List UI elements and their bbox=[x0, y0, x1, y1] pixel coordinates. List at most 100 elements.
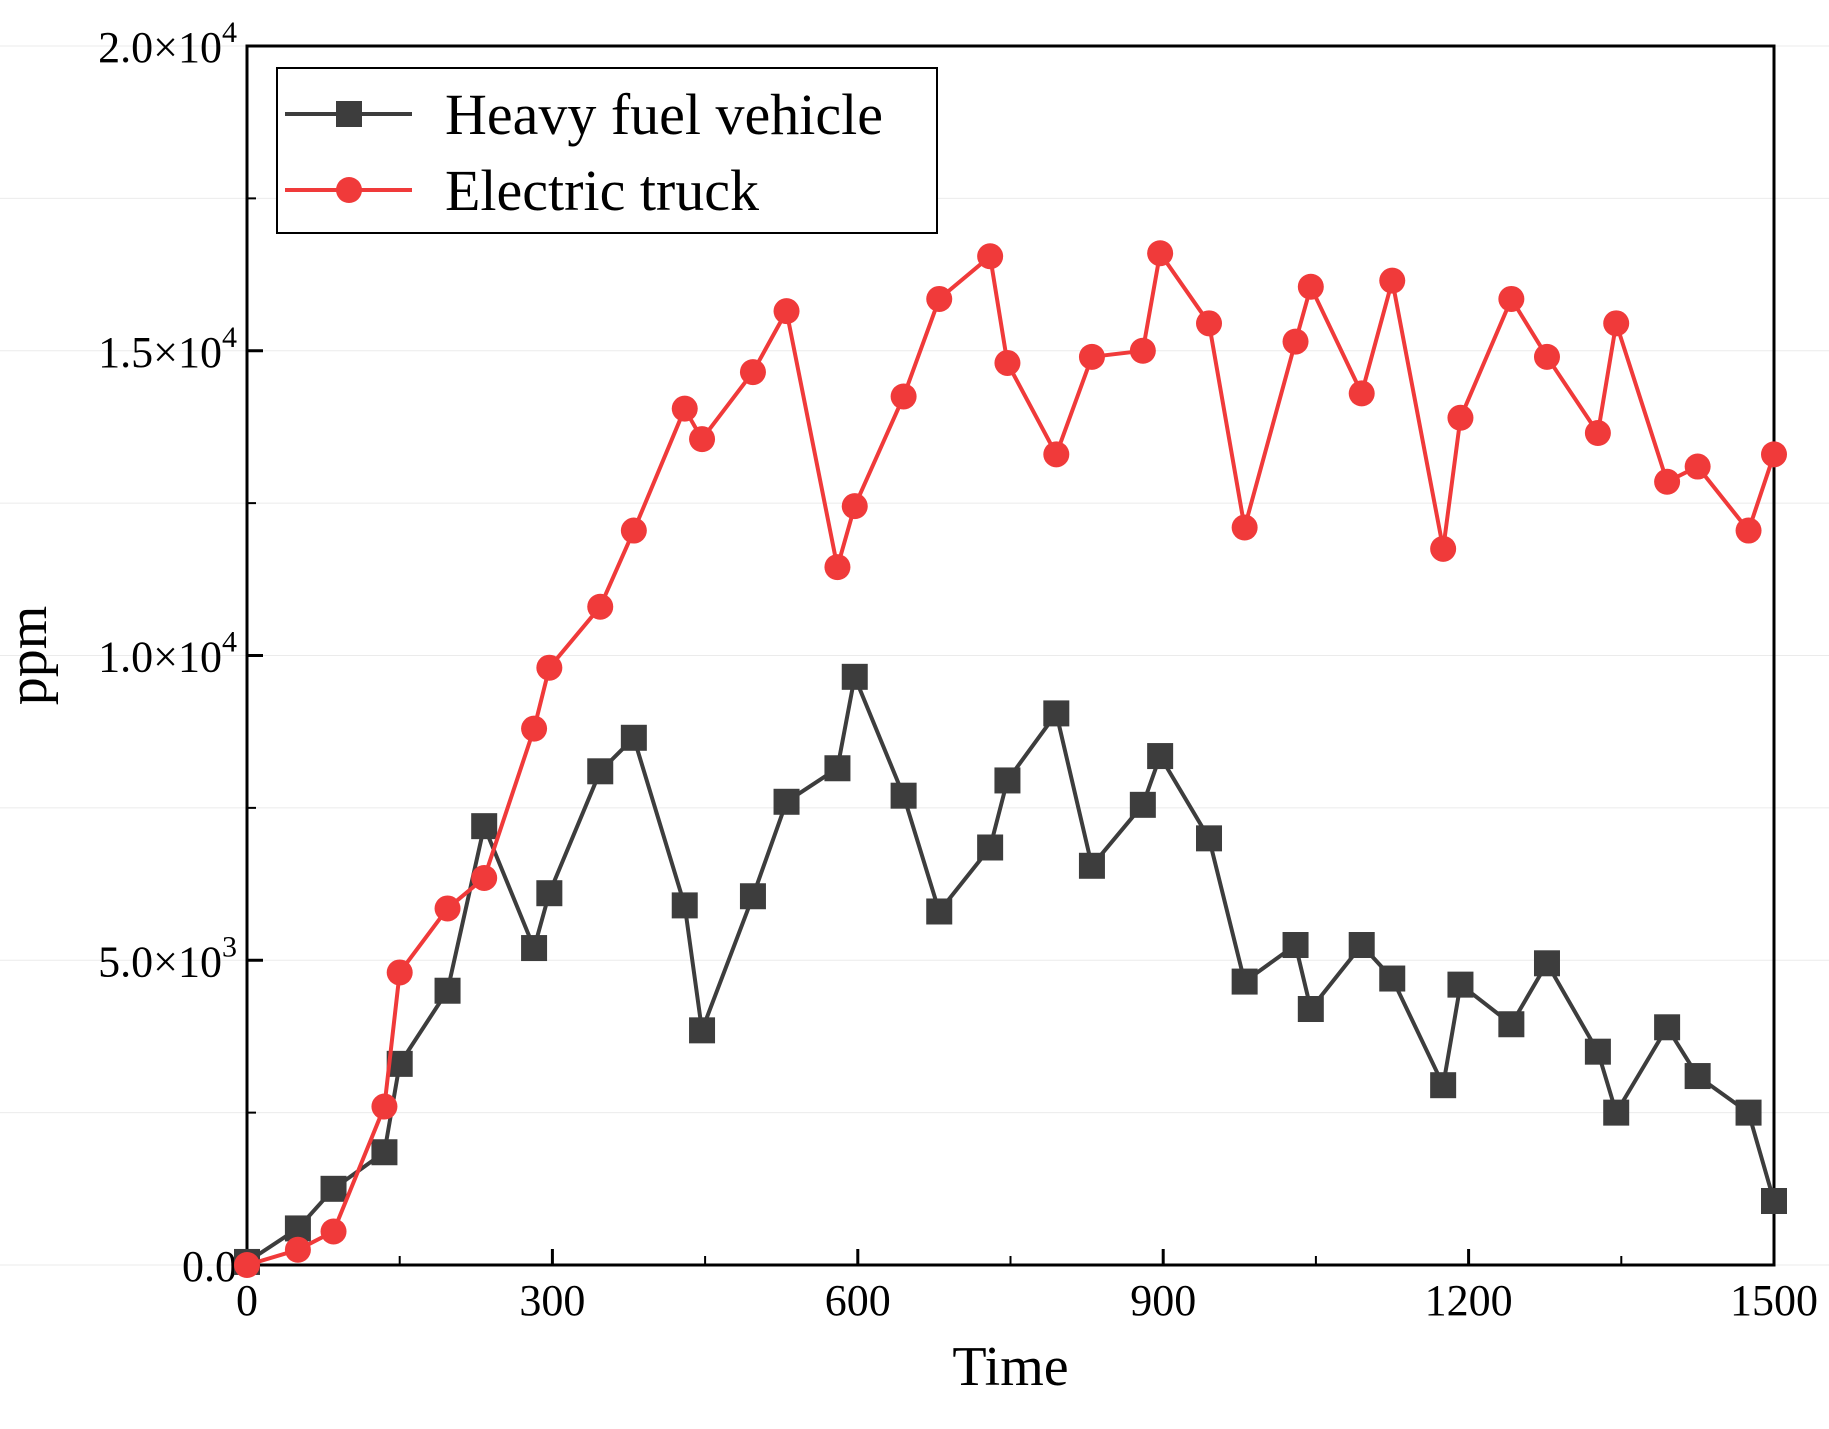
data-point bbox=[841, 493, 868, 520]
data-point bbox=[1231, 514, 1258, 541]
data-point bbox=[824, 755, 851, 782]
data-point bbox=[1282, 328, 1309, 355]
data-point bbox=[434, 895, 461, 922]
data-point bbox=[371, 1139, 398, 1166]
data-point bbox=[1043, 441, 1070, 468]
y-tick-exponent: 4 bbox=[222, 626, 237, 659]
data-point bbox=[977, 243, 1004, 270]
legend-box bbox=[276, 67, 938, 234]
data-point bbox=[1297, 273, 1324, 300]
y-tick-label: 1.0×104 bbox=[98, 626, 237, 682]
y-axis-title: ppm bbox=[0, 606, 59, 706]
y-tick-mantissa: 1.5×10 bbox=[98, 328, 222, 377]
data-point bbox=[1498, 1011, 1525, 1038]
data-point bbox=[739, 883, 766, 910]
data-point bbox=[1584, 1038, 1611, 1065]
data-point bbox=[1348, 932, 1375, 959]
data-point bbox=[1348, 380, 1375, 407]
data-point bbox=[620, 517, 647, 544]
data-point bbox=[977, 834, 1004, 861]
data-point bbox=[1447, 971, 1474, 998]
data-point bbox=[434, 977, 461, 1004]
data-point bbox=[320, 1218, 347, 1245]
data-point bbox=[386, 959, 413, 986]
y-tick-label: 0.0 bbox=[182, 1242, 237, 1291]
data-point bbox=[1684, 1063, 1711, 1090]
y-tick-label: 2.0×104 bbox=[98, 16, 237, 72]
data-point bbox=[1761, 441, 1787, 468]
y-tick-exponent: 4 bbox=[222, 321, 237, 354]
x-tick-label: 600 bbox=[825, 1276, 891, 1325]
series-layer bbox=[234, 240, 1787, 1278]
data-point bbox=[320, 1175, 347, 1202]
data-point bbox=[1297, 996, 1324, 1023]
data-point bbox=[1379, 965, 1406, 992]
data-point bbox=[1735, 1099, 1762, 1126]
data-point bbox=[1129, 337, 1156, 364]
data-point bbox=[1078, 852, 1105, 879]
data-point bbox=[471, 813, 498, 840]
data-point bbox=[1654, 1014, 1681, 1041]
data-point bbox=[773, 298, 800, 325]
y-tick-exponent: 3 bbox=[222, 930, 237, 963]
data-point bbox=[521, 935, 548, 962]
x-axis-title: Time bbox=[952, 1336, 1068, 1398]
data-point bbox=[926, 285, 953, 312]
data-point bbox=[1603, 1099, 1630, 1126]
data-point bbox=[1654, 468, 1681, 495]
data-point bbox=[1231, 968, 1258, 995]
x-tick-label: 1200 bbox=[1425, 1276, 1513, 1325]
data-point bbox=[1447, 404, 1474, 431]
data-point bbox=[536, 880, 563, 907]
y-tick-mantissa: 0.0 bbox=[182, 1242, 237, 1291]
legend-label-heavy-fuel-vehicle: Heavy fuel vehicle bbox=[445, 82, 883, 147]
data-point bbox=[587, 758, 614, 785]
data-point bbox=[536, 654, 563, 681]
data-point bbox=[521, 715, 548, 742]
data-point bbox=[689, 426, 716, 453]
data-point bbox=[671, 892, 698, 919]
data-point bbox=[1430, 1072, 1457, 1099]
data-point bbox=[1533, 950, 1560, 977]
data-point bbox=[926, 898, 953, 925]
axis-ticks: 0 300 600 900 1200 15000.05.0×1031.0×1041.5×1… bbox=[98, 16, 1818, 1325]
data-point bbox=[1196, 310, 1223, 337]
data-point bbox=[471, 864, 498, 891]
data-point bbox=[1498, 285, 1525, 312]
data-point bbox=[689, 1017, 716, 1044]
data-point bbox=[1147, 240, 1174, 267]
y-tick-mantissa: 2.0×10 bbox=[98, 23, 222, 72]
y-tick-mantissa: 5.0×10 bbox=[98, 937, 222, 986]
data-point bbox=[620, 724, 647, 751]
data-point bbox=[1129, 791, 1156, 818]
data-point bbox=[234, 1252, 260, 1278]
x-tick-label: 900 bbox=[1130, 1276, 1196, 1325]
data-point bbox=[841, 663, 868, 690]
data-point bbox=[1196, 825, 1223, 852]
series-1 bbox=[234, 240, 1787, 1278]
data-point bbox=[1282, 932, 1309, 959]
data-point bbox=[739, 359, 766, 386]
x-tick-label: 1500 bbox=[1730, 1276, 1818, 1325]
data-point bbox=[1430, 535, 1457, 562]
y-tick-mantissa: 1.0×10 bbox=[98, 633, 222, 682]
data-point bbox=[1684, 453, 1711, 480]
data-point bbox=[890, 782, 917, 809]
data-point bbox=[890, 383, 917, 410]
data-point bbox=[994, 767, 1021, 794]
data-point bbox=[1735, 517, 1762, 544]
data-point bbox=[371, 1093, 398, 1120]
data-point bbox=[1147, 743, 1174, 770]
data-point bbox=[1379, 267, 1406, 294]
y-tick-label: 1.5×104 bbox=[98, 321, 237, 377]
data-point bbox=[1043, 700, 1070, 727]
legend-marker-heavy-fuel-vehicle bbox=[336, 101, 362, 127]
data-point bbox=[773, 788, 800, 815]
y-tick-label: 5.0×103 bbox=[98, 930, 237, 986]
x-tick-label: 300 bbox=[519, 1276, 585, 1325]
data-point bbox=[671, 395, 698, 422]
data-point bbox=[284, 1236, 311, 1263]
legend-label-electric-truck: Electric truck bbox=[445, 158, 759, 223]
